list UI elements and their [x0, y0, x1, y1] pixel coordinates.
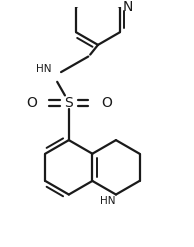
Text: O: O — [26, 96, 37, 110]
Text: HN: HN — [36, 64, 51, 74]
Text: HN: HN — [100, 196, 116, 206]
Text: O: O — [101, 96, 112, 110]
Text: S: S — [64, 96, 73, 110]
Text: N: N — [123, 0, 133, 14]
